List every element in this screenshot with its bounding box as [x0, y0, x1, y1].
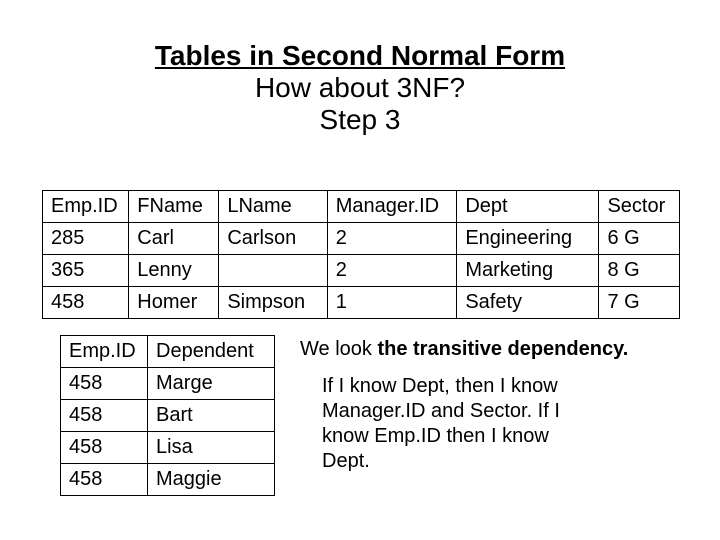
table-row: 458 Bart — [61, 400, 275, 432]
cell — [219, 255, 327, 287]
col-fname: FName — [129, 191, 219, 223]
title-main: Tables in Second Normal Form — [0, 40, 720, 72]
col-dependent: Dependent — [148, 336, 275, 368]
col-managerid: Manager.ID — [327, 191, 457, 223]
table-header-row: Emp.ID FName LName Manager.ID Dept Secto… — [43, 191, 680, 223]
cell: Safety — [457, 287, 599, 319]
title-sub: How about 3NF? — [0, 72, 720, 104]
col-sector: Sector — [599, 191, 680, 223]
cell: 458 — [61, 400, 148, 432]
note-transitive: We look the transitive dependency. — [300, 338, 628, 361]
cell: Marge — [148, 368, 275, 400]
title-block: Tables in Second Normal Form How about 3… — [0, 0, 720, 136]
dependent-table: Emp.ID Dependent 458 Marge 458 Bart 458 … — [60, 335, 275, 496]
table-row: 458 Marge — [61, 368, 275, 400]
cell: 285 — [43, 223, 129, 255]
cell: 458 — [61, 432, 148, 464]
cell: Maggie — [148, 464, 275, 496]
cell: 458 — [61, 368, 148, 400]
cell: 458 — [61, 464, 148, 496]
table-row: 458 Homer Simpson 1 Safety 7 G — [43, 287, 680, 319]
cell: 7 G — [599, 287, 680, 319]
cell: Carlson — [219, 223, 327, 255]
col-dept: Dept — [457, 191, 599, 223]
cell: Marketing — [457, 255, 599, 287]
cell: Simpson — [219, 287, 327, 319]
table-row: 285 Carl Carlson 2 Engineering 6 G — [43, 223, 680, 255]
cell: Lenny — [129, 255, 219, 287]
table-row: 458 Lisa — [61, 432, 275, 464]
cell: 2 — [327, 223, 457, 255]
cell: Bart — [148, 400, 275, 432]
col-empid: Emp.ID — [61, 336, 148, 368]
cell: 365 — [43, 255, 129, 287]
note-bold: the transitive dependency. — [377, 338, 628, 360]
employee-table: Emp.ID FName LName Manager.ID Dept Secto… — [42, 190, 680, 319]
table-row: 365 Lenny 2 Marketing 8 G — [43, 255, 680, 287]
table-header-row: Emp.ID Dependent — [61, 336, 275, 368]
cell: Engineering — [457, 223, 599, 255]
cell: 458 — [43, 287, 129, 319]
cell: 8 G — [599, 255, 680, 287]
col-lname: LName — [219, 191, 327, 223]
col-empid: Emp.ID — [43, 191, 129, 223]
title-step: Step 3 — [0, 104, 720, 136]
cell: Homer — [129, 287, 219, 319]
table-row: 458 Maggie — [61, 464, 275, 496]
note-explanation: If I know Dept, then I know Manager.ID a… — [318, 372, 606, 476]
cell: 2 — [327, 255, 457, 287]
cell: Carl — [129, 223, 219, 255]
note-pre: We look — [300, 338, 377, 360]
cell: Lisa — [148, 432, 275, 464]
cell: 1 — [327, 287, 457, 319]
cell: 6 G — [599, 223, 680, 255]
